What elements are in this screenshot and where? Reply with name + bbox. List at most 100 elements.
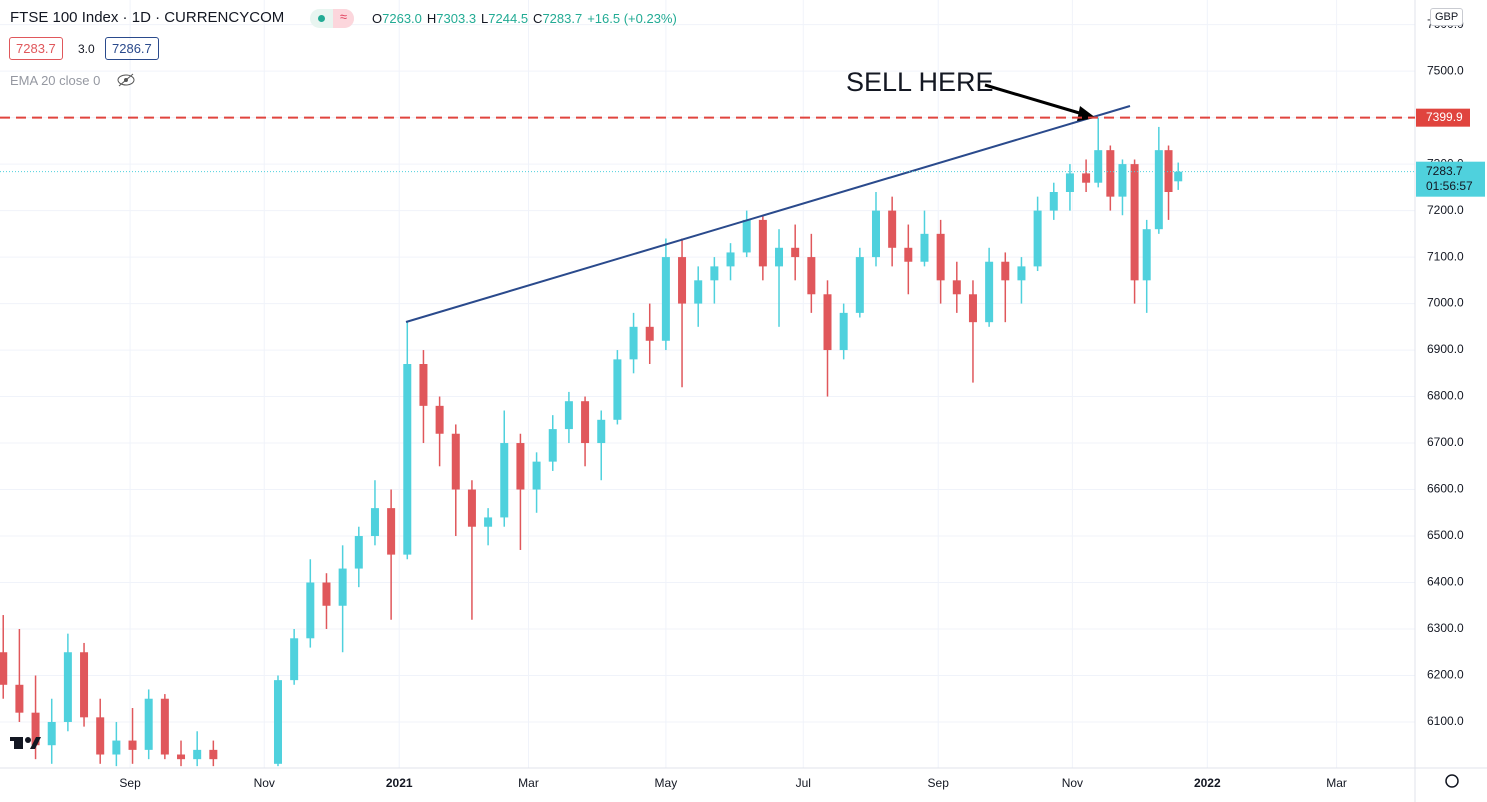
candle-body (160, 698, 169, 755)
candle-body (548, 429, 557, 462)
y-tick-label: 6400.0 (1427, 575, 1464, 589)
x-tick-label: 2022 (1194, 776, 1221, 790)
ohlc-key: O (372, 11, 383, 26)
settings-icon[interactable] (1445, 774, 1459, 788)
bid[interactable]: 7283.7 (9, 37, 63, 60)
y-tick-label: 7500.0 (1427, 63, 1464, 77)
candle-body (613, 359, 622, 420)
candle-body (63, 652, 72, 722)
candle-body (1017, 266, 1026, 281)
candle-body (645, 326, 654, 341)
y-tick-label: 6300.0 (1427, 621, 1464, 635)
hide-icon[interactable] (116, 72, 136, 88)
resistance-label-box (1416, 108, 1470, 127)
candle-body (985, 261, 994, 323)
status-badge[interactable]: ≈ (310, 9, 354, 28)
candle-body (177, 754, 186, 760)
last-price-label: 7283.7 (1426, 164, 1463, 178)
candle-body (532, 461, 541, 490)
annotation: SELL HERE (846, 67, 994, 97)
candle-body (629, 326, 638, 360)
indicator: EMA 20 close 0 (10, 73, 101, 88)
candle-body (1118, 164, 1127, 197)
x-tick-label: Nov (254, 776, 275, 790)
candle-body (290, 638, 299, 681)
candle-body (1154, 150, 1163, 230)
candle-body (597, 419, 606, 444)
trend-line (405, 105, 1131, 323)
candle-body (0, 652, 8, 685)
candle-body (1033, 210, 1042, 267)
arrow (984, 83, 1087, 117)
candle-body (96, 717, 105, 755)
candle-body (467, 489, 476, 527)
candle-body (1142, 229, 1151, 281)
spread: 3.0 (78, 42, 95, 56)
y-tick-label: 6600.0 (1427, 482, 1464, 496)
candle-body (726, 252, 735, 267)
y-tick-label: 6800.0 (1427, 389, 1464, 403)
ohlc-value: 7244.5 (488, 11, 529, 26)
symbol: FTSE 100 Index · 1D · CURRENCYCOM (10, 9, 285, 26)
x-tick-label: Nov (1062, 776, 1083, 790)
countdown: 01:56:57 (1426, 179, 1473, 193)
y-tick-label: 7100.0 (1427, 249, 1464, 263)
candle-body (500, 443, 509, 518)
candle-body (1094, 150, 1103, 183)
x-tick-label: Sep (119, 776, 141, 790)
candle-body (1106, 150, 1115, 197)
candle-body (694, 280, 703, 304)
candle-body (758, 219, 767, 267)
candle-body (1001, 261, 1010, 281)
candle-body (888, 210, 897, 248)
currency[interactable]: GBP (1430, 8, 1464, 26)
candle-body (144, 698, 153, 750)
y-tick-label: 6700.0 (1427, 435, 1464, 449)
ohlc-value: 7303.3 (436, 11, 477, 26)
candle-body (419, 364, 428, 406)
candle-body (1130, 164, 1139, 281)
candle-body (128, 740, 137, 750)
candle-body (193, 749, 202, 760)
candle-body (209, 749, 218, 760)
candle-body (742, 219, 751, 253)
candle-body (387, 508, 396, 555)
candle-body (1065, 173, 1074, 192)
candle-body (370, 508, 379, 537)
y-tick-label: 6500.0 (1427, 528, 1464, 542)
y-tick-label: 7200.0 (1427, 203, 1464, 217)
candle-body (322, 582, 331, 606)
x-tick-label: May (655, 776, 678, 790)
candle-body (855, 257, 864, 313)
ohlc-key: L (481, 11, 489, 26)
x-tick-label: Jul (796, 776, 811, 790)
y-tick-label: 6900.0 (1427, 342, 1464, 356)
ohlc-key: H (426, 11, 437, 26)
y-tick-label: 6100.0 (1427, 714, 1464, 728)
candle-body (15, 684, 24, 713)
candle-body (871, 210, 880, 258)
candle-body (968, 294, 977, 323)
candle-body (1174, 171, 1183, 182)
candle-body (338, 568, 347, 606)
candle-body (47, 721, 56, 746)
y-tick-label: 6200.0 (1427, 668, 1464, 682)
candle-body (354, 536, 363, 569)
candle-body (581, 401, 590, 444)
ohlc-legend: O7263.0 H7303.3 L7244.5 C7283.7 +16.5 (+0.23… (372, 11, 677, 26)
x-tick-label: Mar (518, 776, 539, 790)
candle-body (710, 266, 719, 281)
x-tick-label: Sep (928, 776, 950, 790)
candle-body (1049, 192, 1058, 211)
candle-body (936, 233, 945, 281)
ohlc-value: 7283.7 (542, 11, 583, 26)
candle-body (775, 247, 784, 267)
ask[interactable]: 7286.7 (105, 37, 159, 60)
candle-body (31, 712, 40, 746)
candle-body (564, 401, 573, 430)
candle-body (807, 257, 816, 295)
change: +16.5 (+0.23%) (587, 11, 677, 26)
candle-body (839, 312, 848, 351)
